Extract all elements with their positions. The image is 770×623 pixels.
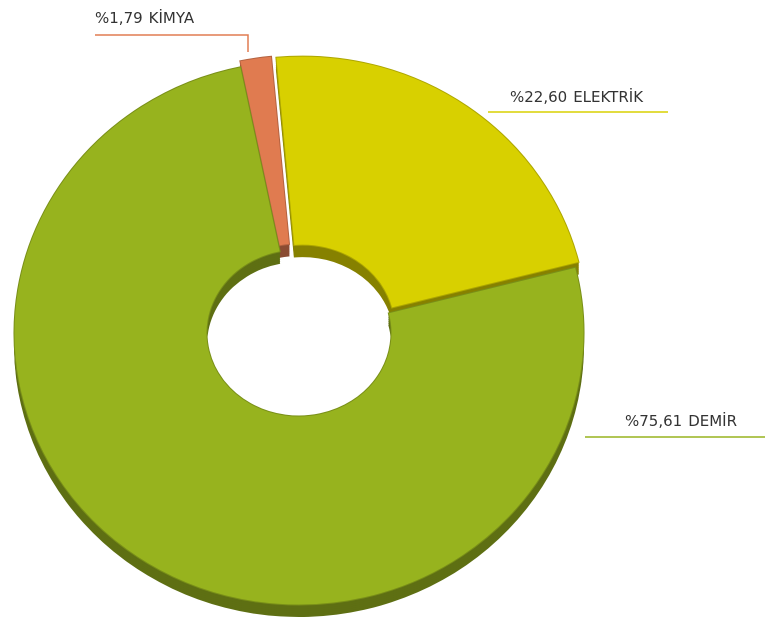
- value-label: %22,60: [510, 88, 567, 106]
- slice: [275, 55, 580, 309]
- value-label: %75,61: [625, 412, 682, 430]
- slice: [13, 66, 585, 606]
- data-label: %1,79 KİMYA: [95, 8, 195, 27]
- leader-line: [95, 34, 249, 52]
- data-label: %75,61 DEMİR: [625, 411, 737, 430]
- category-label: KİMYA: [149, 8, 195, 27]
- slice: [239, 55, 291, 247]
- data-label: %22,60 ELEKTRİK: [510, 87, 644, 106]
- value-label: %1,79: [95, 9, 143, 27]
- category-label: ELEKTRİK: [573, 87, 644, 106]
- category-label: DEMİR: [688, 411, 737, 430]
